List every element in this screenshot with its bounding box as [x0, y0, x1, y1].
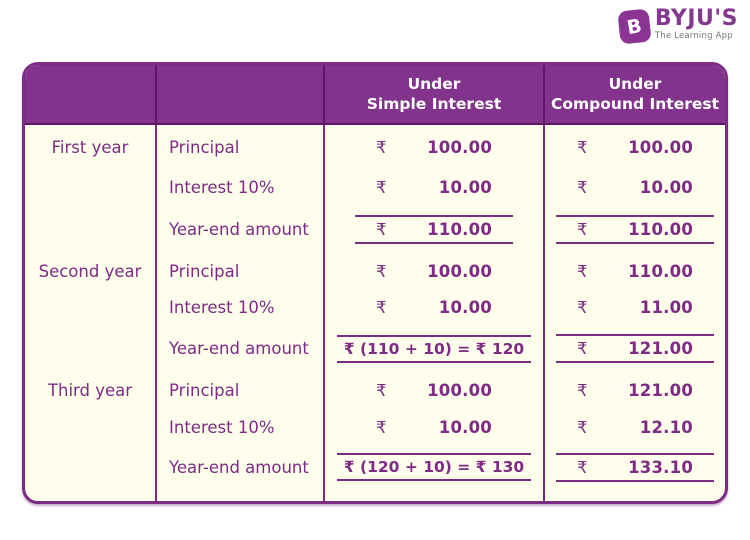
year-label-empty: [25, 409, 155, 445]
item-label: Year-end amount: [155, 325, 323, 372]
filler-cell: [543, 489, 725, 501]
header-compound-line1: Under: [608, 74, 662, 93]
si-amount: ₹100.00: [323, 125, 543, 169]
rupee-sign: ₹: [577, 137, 588, 157]
ci-total-value: 110.00: [628, 219, 693, 239]
year-label-empty: [25, 445, 155, 489]
year-label-empty: [25, 325, 155, 372]
si-value: 100.00: [427, 137, 492, 157]
si-total-expression: ₹ (110 + 10) = ₹ 120: [323, 325, 543, 372]
si-value: 10.00: [438, 417, 492, 437]
si-value: 100.00: [427, 261, 492, 281]
item-label: Year-end amount: [155, 205, 323, 253]
ci-value: 11.00: [639, 297, 693, 317]
byjus-logo-text: BYJU'S The Learning App: [655, 8, 738, 41]
year-label: First year: [51, 137, 129, 157]
si-total-expression: ₹ (120 + 10) = ₹ 130: [323, 445, 543, 489]
si-amount: ₹10.00: [323, 169, 543, 205]
ci-total-value: 121.00: [628, 339, 693, 358]
rupee-sign: ₹: [376, 137, 387, 157]
ci-value: 110.00: [628, 261, 693, 281]
item-label: Year-end amount: [155, 445, 323, 489]
si-total: ₹110.00: [323, 205, 543, 253]
rupee-sign: ₹: [577, 297, 588, 317]
rupee-sign: ₹: [376, 297, 387, 317]
byjus-icon-letter: B: [625, 14, 644, 39]
header-under-compound-interest: Under Compound Interest: [543, 65, 725, 123]
si-value: 100.00: [427, 381, 492, 400]
rupee-sign: ₹: [577, 261, 588, 281]
header-simple-line2: Simple Interest: [366, 95, 502, 113]
item-label: Principal: [155, 253, 323, 289]
item-label: Interest 10%: [155, 289, 323, 325]
filler-cell: [25, 489, 155, 501]
year-label: Third year: [47, 381, 133, 400]
rupee-sign: ₹: [577, 457, 588, 477]
byjus-logo: B BYJU'S The Learning App: [617, 8, 738, 45]
ci-total: ₹110.00: [543, 205, 725, 253]
ci-total: ₹121.00: [543, 325, 725, 372]
header-empty-year-col: [25, 65, 155, 123]
ci-amount: ₹121.00: [543, 372, 725, 409]
year-label-empty: [25, 169, 155, 205]
ci-amount: ₹11.00: [543, 289, 725, 325]
rupee-sign: ₹: [577, 339, 588, 358]
ci-value: 121.00: [628, 381, 693, 400]
rupee-sign: ₹: [577, 219, 588, 239]
rupee-sign: ₹: [376, 177, 387, 197]
year-label: Second year: [38, 261, 142, 281]
ci-amount: ₹12.10: [543, 409, 725, 445]
si-amount: ₹100.00: [323, 372, 543, 409]
ci-value: 100.00: [628, 137, 693, 157]
rupee-sign: ₹: [376, 417, 387, 437]
si-value: 10.00: [438, 177, 492, 197]
ci-amount: ₹110.00: [543, 253, 725, 289]
year-label-empty: [25, 205, 155, 253]
item-label: Principal: [155, 372, 323, 409]
si-total-value: 110.00: [427, 219, 492, 239]
ci-total-value: 133.10: [628, 457, 693, 477]
table-body: First year Principal ₹100.00 ₹100.00 Int…: [25, 125, 725, 501]
brand-tagline: The Learning App: [654, 31, 733, 41]
ci-amount: ₹10.00: [543, 169, 725, 205]
rupee-sign: ₹: [577, 417, 588, 437]
table-header-row: Under Simple Interest Under Compound Int…: [25, 65, 725, 125]
ci-total: ₹133.10: [543, 445, 725, 489]
interest-comparison-table: Under Simple Interest Under Compound Int…: [22, 62, 728, 504]
si-amount: ₹100.00: [323, 253, 543, 289]
ci-value: 12.10: [639, 417, 693, 437]
si-amount: ₹10.00: [323, 289, 543, 325]
header-empty-item-col: [155, 65, 323, 123]
si-amount: ₹10.00: [323, 409, 543, 445]
item-label: Principal: [155, 125, 323, 169]
si-value: 10.00: [438, 297, 492, 317]
byjus-b-icon: B: [617, 8, 652, 45]
si-total-expression-text: ₹ (120 + 10) = ₹ 130: [336, 453, 532, 481]
header-under-simple-interest: Under Simple Interest: [323, 65, 543, 123]
item-label: Interest 10%: [155, 409, 323, 445]
item-label: Interest 10%: [155, 169, 323, 205]
rupee-sign: ₹: [376, 261, 387, 281]
filler-cell: [323, 489, 543, 501]
rupee-sign: ₹: [577, 177, 588, 197]
rupee-sign: ₹: [376, 381, 387, 400]
si-total-expression-text: ₹ (110 + 10) = ₹ 120: [336, 334, 532, 363]
rupee-sign: ₹: [376, 219, 387, 239]
year-label-empty: [25, 289, 155, 325]
ci-value: 10.00: [639, 177, 693, 197]
brand-name: BYJU'S: [654, 6, 738, 31]
header-simple-line1: Under: [407, 74, 461, 93]
header-compound-line2: Compound Interest: [551, 95, 719, 113]
ci-amount: ₹100.00: [543, 125, 725, 169]
filler-cell: [155, 489, 323, 501]
rupee-sign: ₹: [577, 381, 588, 400]
